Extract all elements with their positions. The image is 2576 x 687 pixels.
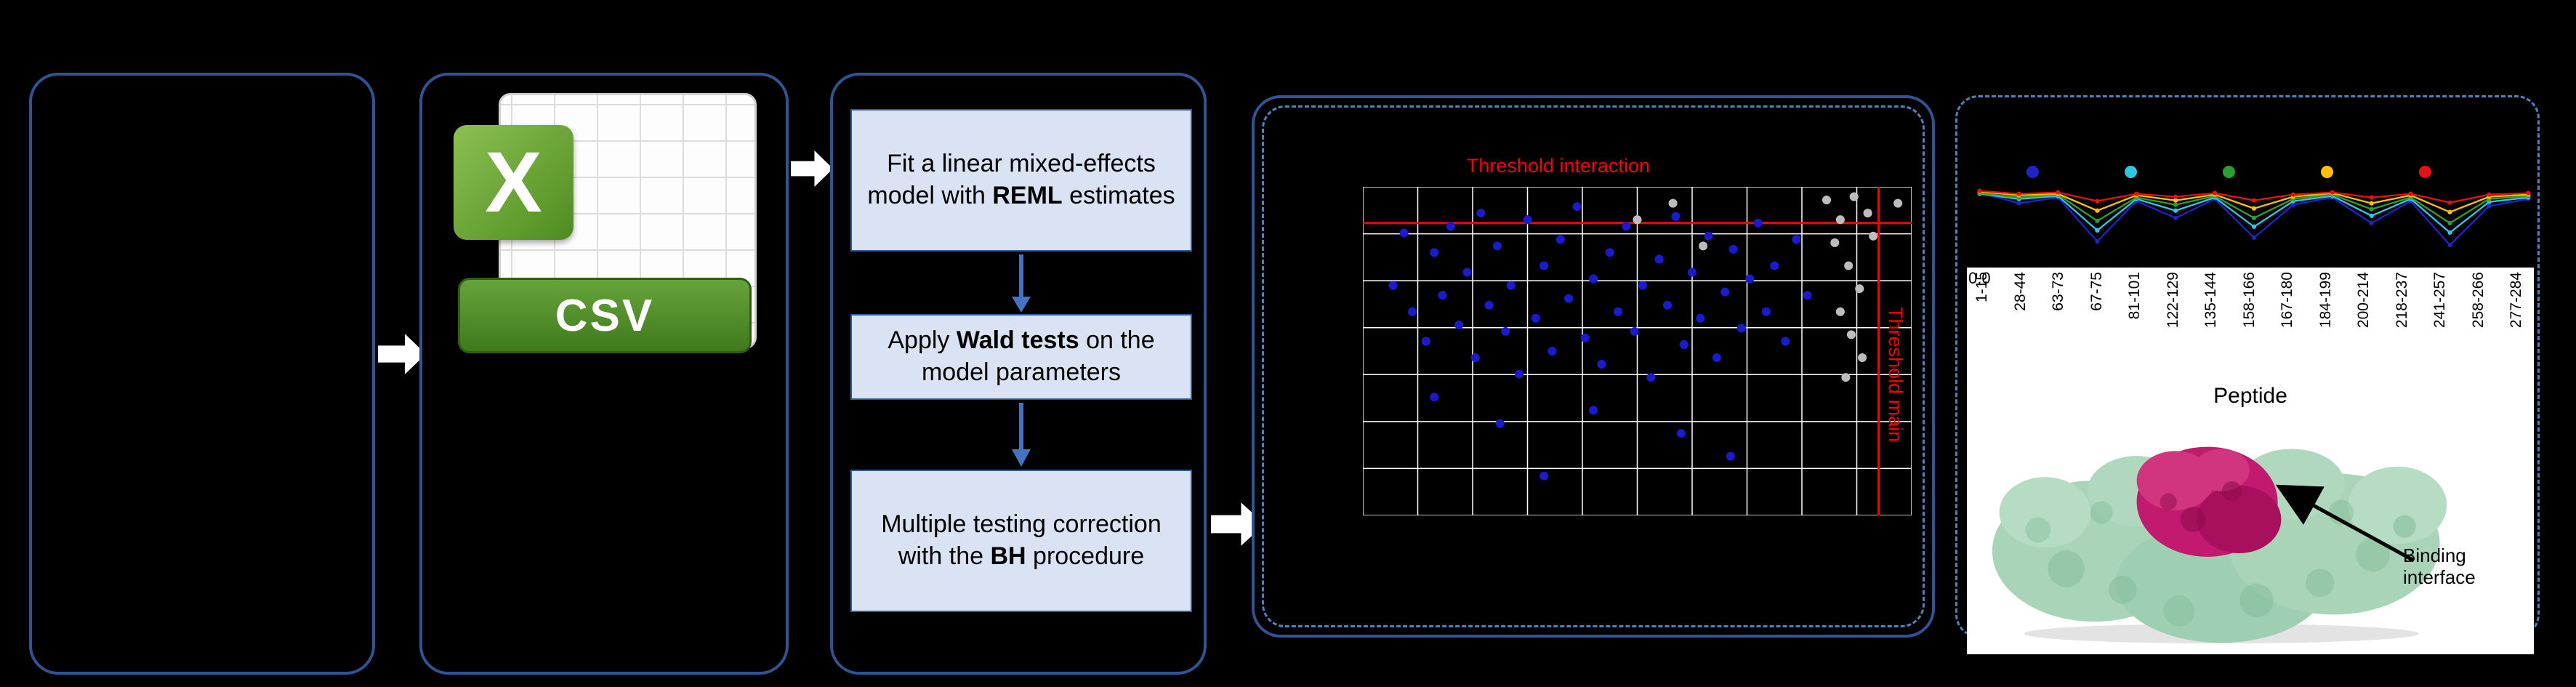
legend-dot-icon [2223,166,2235,178]
peptide-tick-label: 1-15 [1973,272,1990,303]
legend-dot-icon [2125,166,2137,178]
volcano-scatter-plot [1363,187,1912,515]
peptide-tick-label: 81-101 [2126,272,2143,320]
peptide-tick-label: 184-199 [2317,272,2334,329]
csv-banner: CSV [458,278,752,353]
peptide-tick-label: 158-166 [2240,272,2258,329]
peptide-tick-label: 258-266 [2469,272,2487,329]
peptide-axis-title: Peptide [2213,384,2287,408]
step-fit-model-text: Fit a linear mixed-effects model with RE… [867,150,1175,209]
peptide-tick-labels: 1-15 28-44 63-73 67-75 81-101 122-129 135-144 1… [1973,272,2524,385]
binding-interface-arrow-icon [2275,484,2415,563]
peptide-tick-label: 200-214 [2355,272,2372,329]
peptide-tick-label: 28-44 [2011,272,2029,311]
profile-zero-tick: 0.0 [1968,269,1991,287]
step-bh-correction-text: Multiple testing correction with the BH … [881,510,1162,570]
csv-file-icon: X CSV [448,90,762,374]
peptide-tick-label: 67-75 [2088,272,2105,311]
binding-interface-label: Binding interface [2403,545,2476,588]
excel-x-logo: X [454,125,573,240]
flow-arrow-right-2-icon [791,150,833,187]
peptide-tick-label: 167-180 [2279,272,2295,329]
csv-label: CSV [555,290,655,341]
threshold-interaction-label: Threshold interaction [1466,155,1651,177]
peptide-tick-label: 277-284 [2508,272,2524,329]
threshold-main-label: Threshold main [1885,307,1907,443]
legend-dot-icon [2026,166,2039,178]
step-fit-model: Fit a linear mixed-effects model with RE… [850,109,1192,252]
input-data-box [29,73,375,675]
peptide-tick-label: 122-129 [2164,272,2181,329]
protein-binding-region-magenta [2136,446,2282,557]
validation-panel: 0.0 1-15 28-44 63-73 67-75 81-101 122-129 135-… [1955,95,2540,654]
step-bh-correction: Multiple testing correction with the BH … [850,470,1192,612]
peptide-tick-label: 218-237 [2393,272,2410,329]
peptide-tick-label: 241-257 [2431,272,2448,329]
peptide-tick-label: 63-73 [2050,272,2066,311]
condition-legend-dots [2026,166,2431,178]
legend-dot-icon [2419,166,2431,178]
csv-export-box: X CSV [419,73,789,675]
peptide-axis-protein-panel: 0.0 1-15 28-44 63-73 67-75 81-101 122-129 135-… [1967,268,2534,654]
step-wald-tests-text: Apply Wald tests on the model parameters [887,326,1155,386]
results-scatter-box: Threshold interaction Threshold main [1252,95,1935,638]
peptide-profile-chart [1977,188,2531,248]
legend-dot-icon [2321,166,2333,178]
step-wald-tests: Apply Wald tests on the model parameters [850,314,1192,400]
flow-arrow-down-1-icon [1012,254,1031,313]
flow-arrow-down-2-icon [1012,403,1031,467]
statistics-workflow-box: Fit a linear mixed-effects model with RE… [830,73,1207,675]
peptide-tick-label: 135-144 [2202,272,2219,329]
